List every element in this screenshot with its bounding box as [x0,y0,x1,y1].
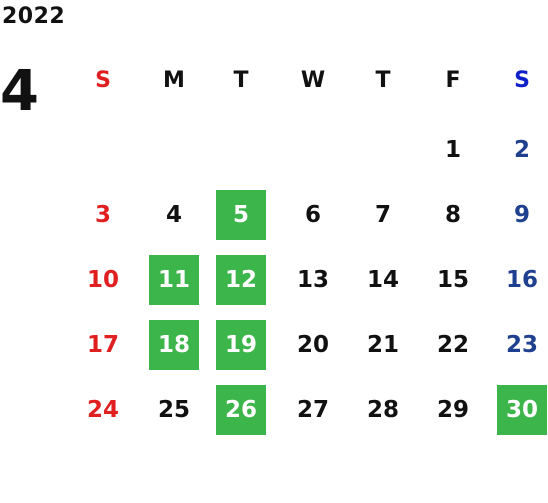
weekday-header: F [445,67,461,93]
day-cell-highlighted[interactable]: 30 [497,385,547,435]
day-cell-highlighted[interactable]: 18 [149,320,199,370]
weekday-header: W [300,67,326,93]
weekday-header: S [95,67,111,93]
day-cell-highlighted[interactable]: 5 [216,190,266,240]
day-cell[interactable]: 4 [165,202,182,228]
year-label: 2022 [2,4,66,29]
day-cell[interactable]: 27 [296,397,329,423]
month-number: 4 [0,59,39,124]
day-cell[interactable]: 1 [444,137,461,163]
day-cell[interactable]: 3 [94,202,111,228]
day-cell-highlighted[interactable]: 12 [216,255,266,305]
day-cell[interactable]: 28 [366,397,399,423]
weekday-header: T [233,67,249,93]
day-cell[interactable]: 25 [157,397,190,423]
day-cell-highlighted[interactable]: 26 [216,385,266,435]
day-cell[interactable]: 10 [86,267,119,293]
weekday-header: S [514,67,530,93]
day-cell-highlighted[interactable]: 11 [149,255,199,305]
day-cell[interactable]: 24 [86,397,119,423]
day-cell-highlighted[interactable]: 19 [216,320,266,370]
day-cell[interactable]: 2 [513,137,530,163]
day-cell[interactable]: 22 [436,332,469,358]
day-cell[interactable]: 20 [296,332,329,358]
day-cell[interactable]: 14 [366,267,399,293]
weekday-header: T [375,67,391,93]
day-cell[interactable]: 13 [296,267,329,293]
day-cell[interactable]: 15 [436,267,469,293]
day-cell[interactable]: 16 [505,267,538,293]
day-cell[interactable]: 17 [86,332,119,358]
day-cell[interactable]: 29 [436,397,469,423]
day-cell[interactable]: 6 [304,202,321,228]
day-cell[interactable]: 8 [444,202,461,228]
weekday-header: M [163,67,185,93]
day-cell[interactable]: 21 [366,332,399,358]
day-cell[interactable]: 23 [505,332,538,358]
day-cell[interactable]: 7 [374,202,391,228]
day-cell[interactable]: 9 [513,202,530,228]
